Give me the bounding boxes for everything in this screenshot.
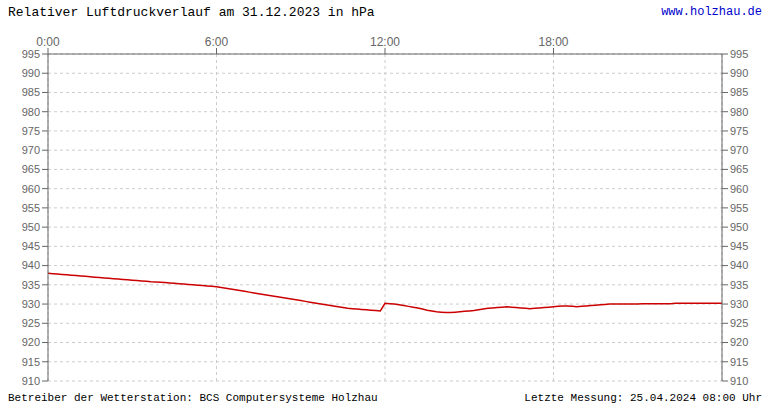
svg-text:990: 990 [730,67,748,79]
html-text:Relativer Luftdruckverlauf am: Relativer Luftdruckverlauf am 31.12.2023… [8,4,375,20]
svg-text:965: 965 [22,163,40,175]
svg-text:955: 955 [22,202,40,214]
svg-text:980: 980 [22,106,40,118]
svg-text:12:00: 12:00 [370,35,400,49]
svg-text:990: 990 [22,67,40,79]
svg-text:955: 955 [730,202,748,214]
svg-text:985: 985 [730,86,748,98]
svg-text:920: 920 [22,336,40,348]
svg-text:925: 925 [22,317,40,329]
svg-text:970: 970 [730,144,748,156]
svg-text:950: 950 [22,221,40,233]
svg-text:940: 940 [730,259,748,271]
svg-text:910: 910 [730,375,748,387]
svg-text:985: 985 [22,86,40,98]
svg-text:945: 945 [22,240,40,252]
svg-text:930: 930 [730,298,748,310]
html-text:www.holzhau.de: www.holzhau.de [661,5,762,19]
svg-text:935: 935 [730,279,748,291]
html-text:Letzte Messung: 25.04.2024 08:: Letzte Messung: 25.04.2024 08:00 Uhr [524,392,762,404]
svg-text:0:00: 0:00 [36,35,60,49]
svg-text:950: 950 [730,221,748,233]
svg-text:965: 965 [730,163,748,175]
svg-text:960: 960 [730,183,748,195]
svg-text:6:00: 6:00 [205,35,229,49]
svg-text:960: 960 [22,183,40,195]
svg-text:920: 920 [730,336,748,348]
svg-text:910: 910 [22,375,40,387]
svg-text:925: 925 [730,317,748,329]
svg-text:945: 945 [730,240,748,252]
svg-text:995: 995 [22,48,40,60]
html-text:Betreiber der Wetterstation: B: Betreiber der Wetterstation: BCS Compute… [8,392,378,404]
svg-text:995: 995 [730,48,748,60]
svg-text:970: 970 [22,144,40,156]
svg-text:975: 975 [730,125,748,137]
svg-text:915: 915 [730,356,748,368]
svg-text:935: 935 [22,279,40,291]
svg-text:975: 975 [22,125,40,137]
svg-text:940: 940 [22,259,40,271]
svg-text:915: 915 [22,356,40,368]
svg-text:930: 930 [22,298,40,310]
svg-text:980: 980 [730,106,748,118]
svg-text:18:00: 18:00 [538,35,568,49]
